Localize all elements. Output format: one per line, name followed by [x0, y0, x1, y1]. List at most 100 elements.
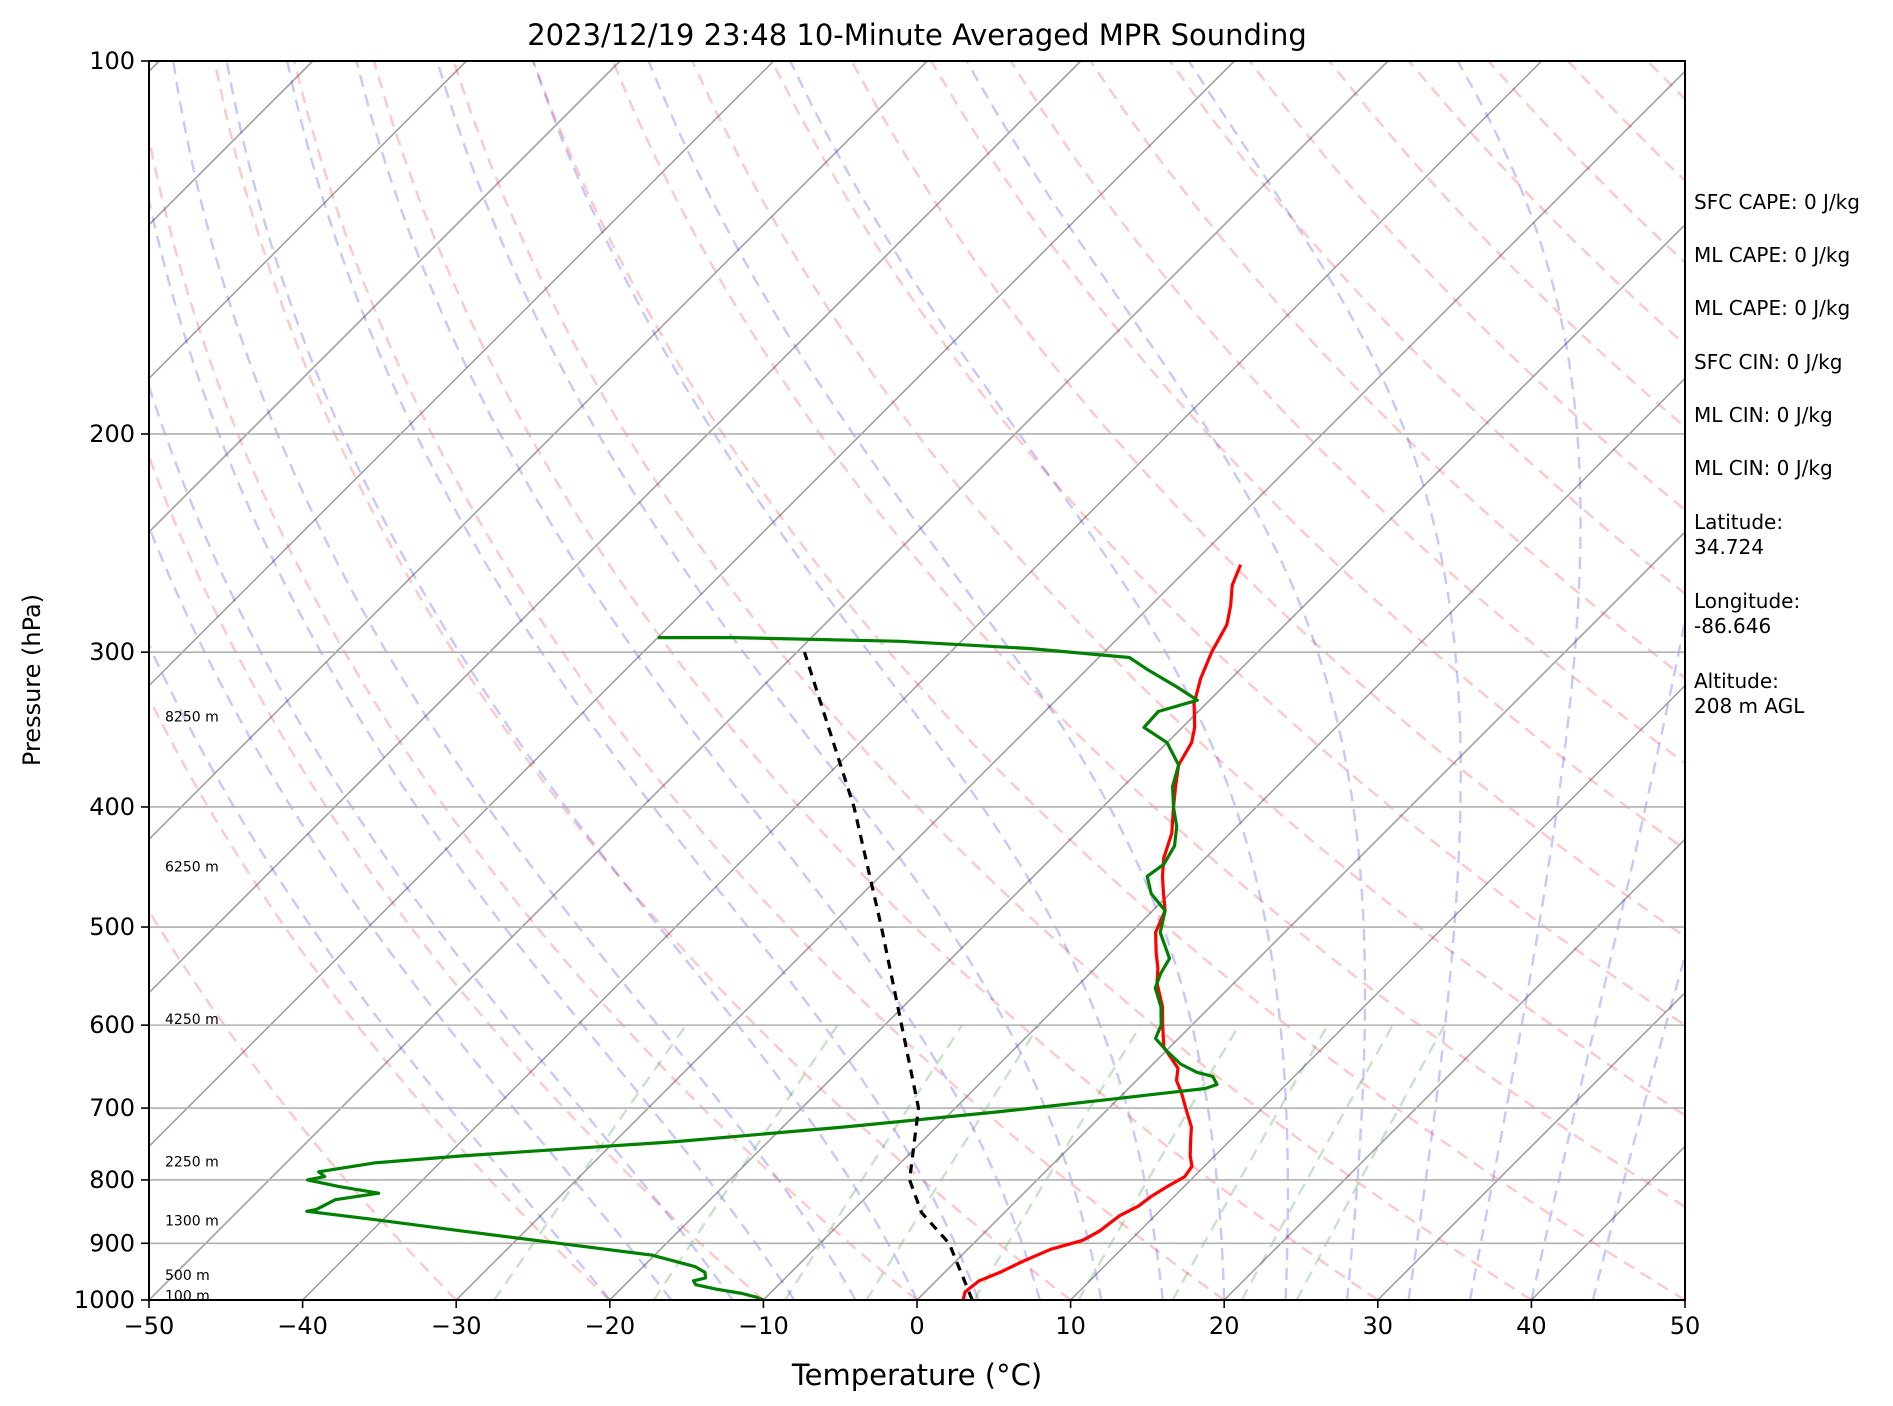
x-tick-label: −30: [431, 1312, 482, 1340]
height-label: 2250 m: [165, 1154, 219, 1170]
height-label: 500 m: [165, 1268, 210, 1284]
moist-adiabat-line: [172, 61, 857, 1300]
isotherm-line: [609, 223, 1685, 1300]
isotherm-line: [149, 61, 621, 534]
latitude-text: Latitude: 34.724: [1694, 510, 1784, 559]
mixing-ratio-line: [1295, 1024, 1446, 1300]
moist-adiabat-line: [789, 61, 1290, 1300]
isotherm-line: [149, 61, 775, 687]
isotherm-line: [149, 61, 1235, 1148]
height-label: 4250 m: [165, 1012, 219, 1028]
dry-adiabat-line: [149, 132, 918, 1300]
dry-adiabat-line: [149, 695, 611, 1300]
x-tick-label: −40: [277, 1312, 328, 1340]
plot-frame: [148, 60, 1686, 1301]
series-line-2: [802, 651, 974, 1300]
isotherm-line: [916, 530, 1685, 1300]
y-tick-label: 700: [89, 1094, 135, 1122]
moist-adiabat-line: [355, 61, 1042, 1300]
dry-adiabat-line: [149, 908, 458, 1300]
y-tick-label: 600: [89, 1011, 135, 1039]
isotherm-line: [302, 61, 1543, 1300]
moist-adiabat-line: [965, 61, 1367, 1300]
isotherm-line: [149, 61, 467, 380]
y-tick-label: 300: [89, 638, 135, 666]
dry-adiabat-line: [293, 61, 1225, 1300]
isotherm-line: [1070, 684, 1685, 1300]
sfc-cape-text: SFC CAPE: 0 J/kg: [1694, 190, 1860, 214]
moist-adiabat-line: [225, 61, 919, 1300]
mixing-ratio-line: [1240, 1024, 1394, 1300]
height-label: 6250 m: [165, 860, 219, 876]
series-line-1: [305, 636, 1219, 1300]
isotherm-line: [149, 61, 1082, 994]
x-tick-label: 40: [1516, 1312, 1547, 1340]
moist-adiabat-line: [531, 61, 1164, 1300]
series-line-0: [961, 564, 1243, 1300]
x-tick-label: 10: [1055, 1312, 1086, 1340]
moist-adiabat-line: [286, 61, 980, 1300]
altitude-text: Altitude: 208 m AGL: [1694, 669, 1805, 718]
x-tick-label: −20: [584, 1312, 635, 1340]
mixing-ratio-line: [784, 1024, 964, 1300]
pressure-gridlines: [149, 61, 1685, 1300]
y-tick-label: 800: [89, 1166, 135, 1194]
dry-adiabat-line: [149, 453, 765, 1300]
mixing-ratio-line: [973, 1024, 1142, 1300]
y-tick-label: 100: [89, 47, 135, 75]
moist-adiabat-line: [1530, 614, 1685, 1300]
y-axis: 100 200 300 400 500 600 700 800 900 1000: [74, 47, 149, 1314]
ml-cin-text-2: ML CIN: 0 J/kg: [1694, 456, 1833, 480]
isotherm-line: [149, 61, 928, 841]
y-tick-label: 200: [89, 420, 135, 448]
moist-adiabat-line: [1456, 61, 1582, 1300]
y-tick-label: 500: [89, 913, 135, 941]
mixing-ratio-line: [865, 1024, 1041, 1300]
chart-title: 2023/12/19 23:48 10-Minute Averaged MPR …: [527, 18, 1307, 52]
y-tick-label: 400: [89, 793, 135, 821]
isotherm-line: [455, 70, 1685, 1300]
y-tick-label: 1000: [74, 1286, 135, 1314]
isotherm-line: [0, 61, 6, 1300]
x-axis-label: Temperature (°C): [791, 1358, 1042, 1392]
moist-adiabat-line: [647, 61, 1226, 1300]
mixing-ratio-line: [1077, 1024, 1241, 1300]
isotherm-line: [762, 377, 1685, 1300]
height-labels: 8250 m 6250 m 4250 m 2250 m 1300 m 500 m 100 m: [165, 709, 219, 1304]
y-axis-label: Pressure (hPa): [18, 594, 46, 766]
isotherm-line: [149, 61, 1389, 1300]
dry-adiabat-line: [213, 61, 1072, 1300]
x-axis: −50 −40 −30 −20 −10 0 10 20 30 40 50: [124, 1300, 1701, 1340]
mixing-ratio-line: [493, 1024, 688, 1300]
ml-cape-text: ML CAPE: 0 J/kg: [1694, 243, 1851, 267]
y-tick-label: 900: [89, 1229, 135, 1257]
x-tick-label: 0: [909, 1312, 924, 1340]
moist-adiabat-line: [149, 523, 673, 1300]
isotherm-line: [1377, 991, 1685, 1300]
moist-adiabat-line: [1187, 61, 1463, 1300]
dry-adiabat-line: [372, 61, 1379, 1300]
moist-adiabat-line: [149, 194, 796, 1300]
mixing-ratio-line: [1171, 1024, 1329, 1300]
dry-adiabat-line: [1169, 61, 1685, 596]
sfc-cin-text: SFC CIN: 0 J/kg: [1694, 350, 1843, 374]
moist-adiabat-line: [149, 382, 734, 1300]
height-label: 100 m: [165, 1289, 210, 1305]
x-tick-label: −50: [124, 1312, 175, 1340]
x-tick-label: 30: [1363, 1312, 1394, 1340]
x-tick-label: −10: [738, 1312, 789, 1340]
moist-adiabat-line: [1591, 951, 1685, 1300]
longitude-text: Longitude: -86.646: [1694, 589, 1801, 638]
dry-adiabat-line: [1089, 61, 1685, 680]
isotherm-line: [149, 61, 314, 226]
moist-adiabat-line: [436, 61, 1103, 1300]
height-label: 8250 m: [165, 709, 219, 725]
ml-cape-text-2: ML CAPE: 0 J/kg: [1694, 296, 1851, 320]
x-tick-label: 20: [1209, 1312, 1240, 1340]
ml-cin-text: ML CIN: 0 J/kg: [1694, 403, 1833, 427]
dry-adiabat-line: [531, 61, 1685, 1300]
isotherm-line: [1223, 838, 1685, 1300]
x-tick-label: 50: [1670, 1312, 1701, 1340]
height-label: 1300 m: [165, 1214, 219, 1230]
